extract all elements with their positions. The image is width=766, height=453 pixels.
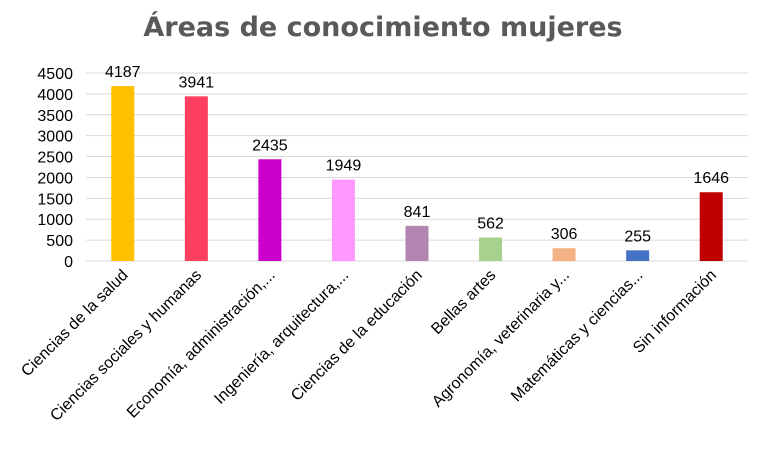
category-label: Ciencias de la educación: [288, 267, 426, 405]
bar-6: [479, 237, 503, 261]
y-tick-label: 3500: [37, 108, 73, 125]
data-label: 562: [477, 216, 504, 233]
category-label: Bellas artes: [428, 267, 499, 338]
data-label: 306: [551, 226, 578, 243]
y-tick-label: 1000: [37, 212, 73, 229]
bar-4: [331, 179, 355, 261]
data-label: 4187: [105, 64, 141, 81]
data-label: 255: [624, 228, 651, 245]
y-tick-label: 2000: [37, 170, 73, 187]
data-label: 1646: [693, 170, 729, 187]
category-label: Economía, administración,...: [124, 267, 279, 422]
data-label: 1949: [326, 158, 362, 175]
y-tick-label: 500: [46, 233, 73, 250]
bar-7: [552, 248, 576, 261]
category-label: Agronomía, veterinaria y...: [429, 267, 573, 411]
bar-2: [184, 96, 208, 261]
bar-9: [699, 192, 723, 261]
y-tick-label: 4500: [37, 66, 73, 83]
y-tick-label: 3000: [37, 129, 73, 146]
bar-1: [111, 86, 135, 261]
bar-8: [626, 250, 650, 261]
y-tick-label: 4000: [37, 87, 73, 104]
category-label: Ingeniería, arquitectura,...: [211, 267, 352, 408]
data-label: 3941: [179, 74, 215, 91]
y-tick-label: 2500: [37, 150, 73, 167]
bar-5: [405, 225, 429, 261]
category-label: Ciencias sociales y humanas: [47, 267, 205, 425]
category-label: Matemáticas y ciencias...: [508, 267, 646, 405]
bar-3: [258, 159, 282, 261]
y-tick-label: 0: [64, 254, 73, 271]
y-tick-label: 1500: [37, 191, 73, 208]
chart-title: Áreas de conocimiento mujeres: [143, 12, 623, 43]
data-label: 2435: [252, 137, 288, 154]
data-label: 841: [404, 204, 431, 221]
